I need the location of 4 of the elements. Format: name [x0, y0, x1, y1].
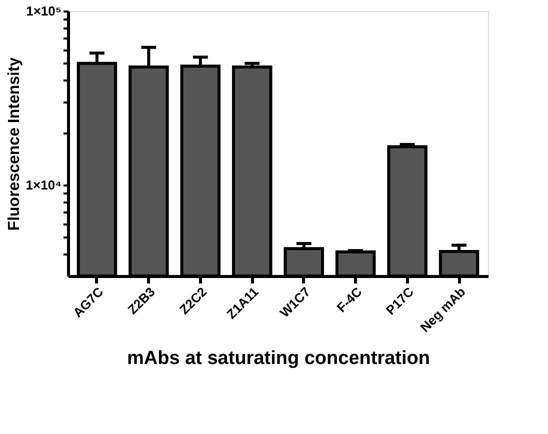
y-tick-label: 1×10⁵ [26, 4, 62, 18]
y-tick-label: 1×10⁴ [26, 178, 62, 193]
y-axis-title: Fluorescence Intensity [6, 57, 23, 231]
x-axis-title: mAbs at saturating concentration [127, 348, 430, 370]
